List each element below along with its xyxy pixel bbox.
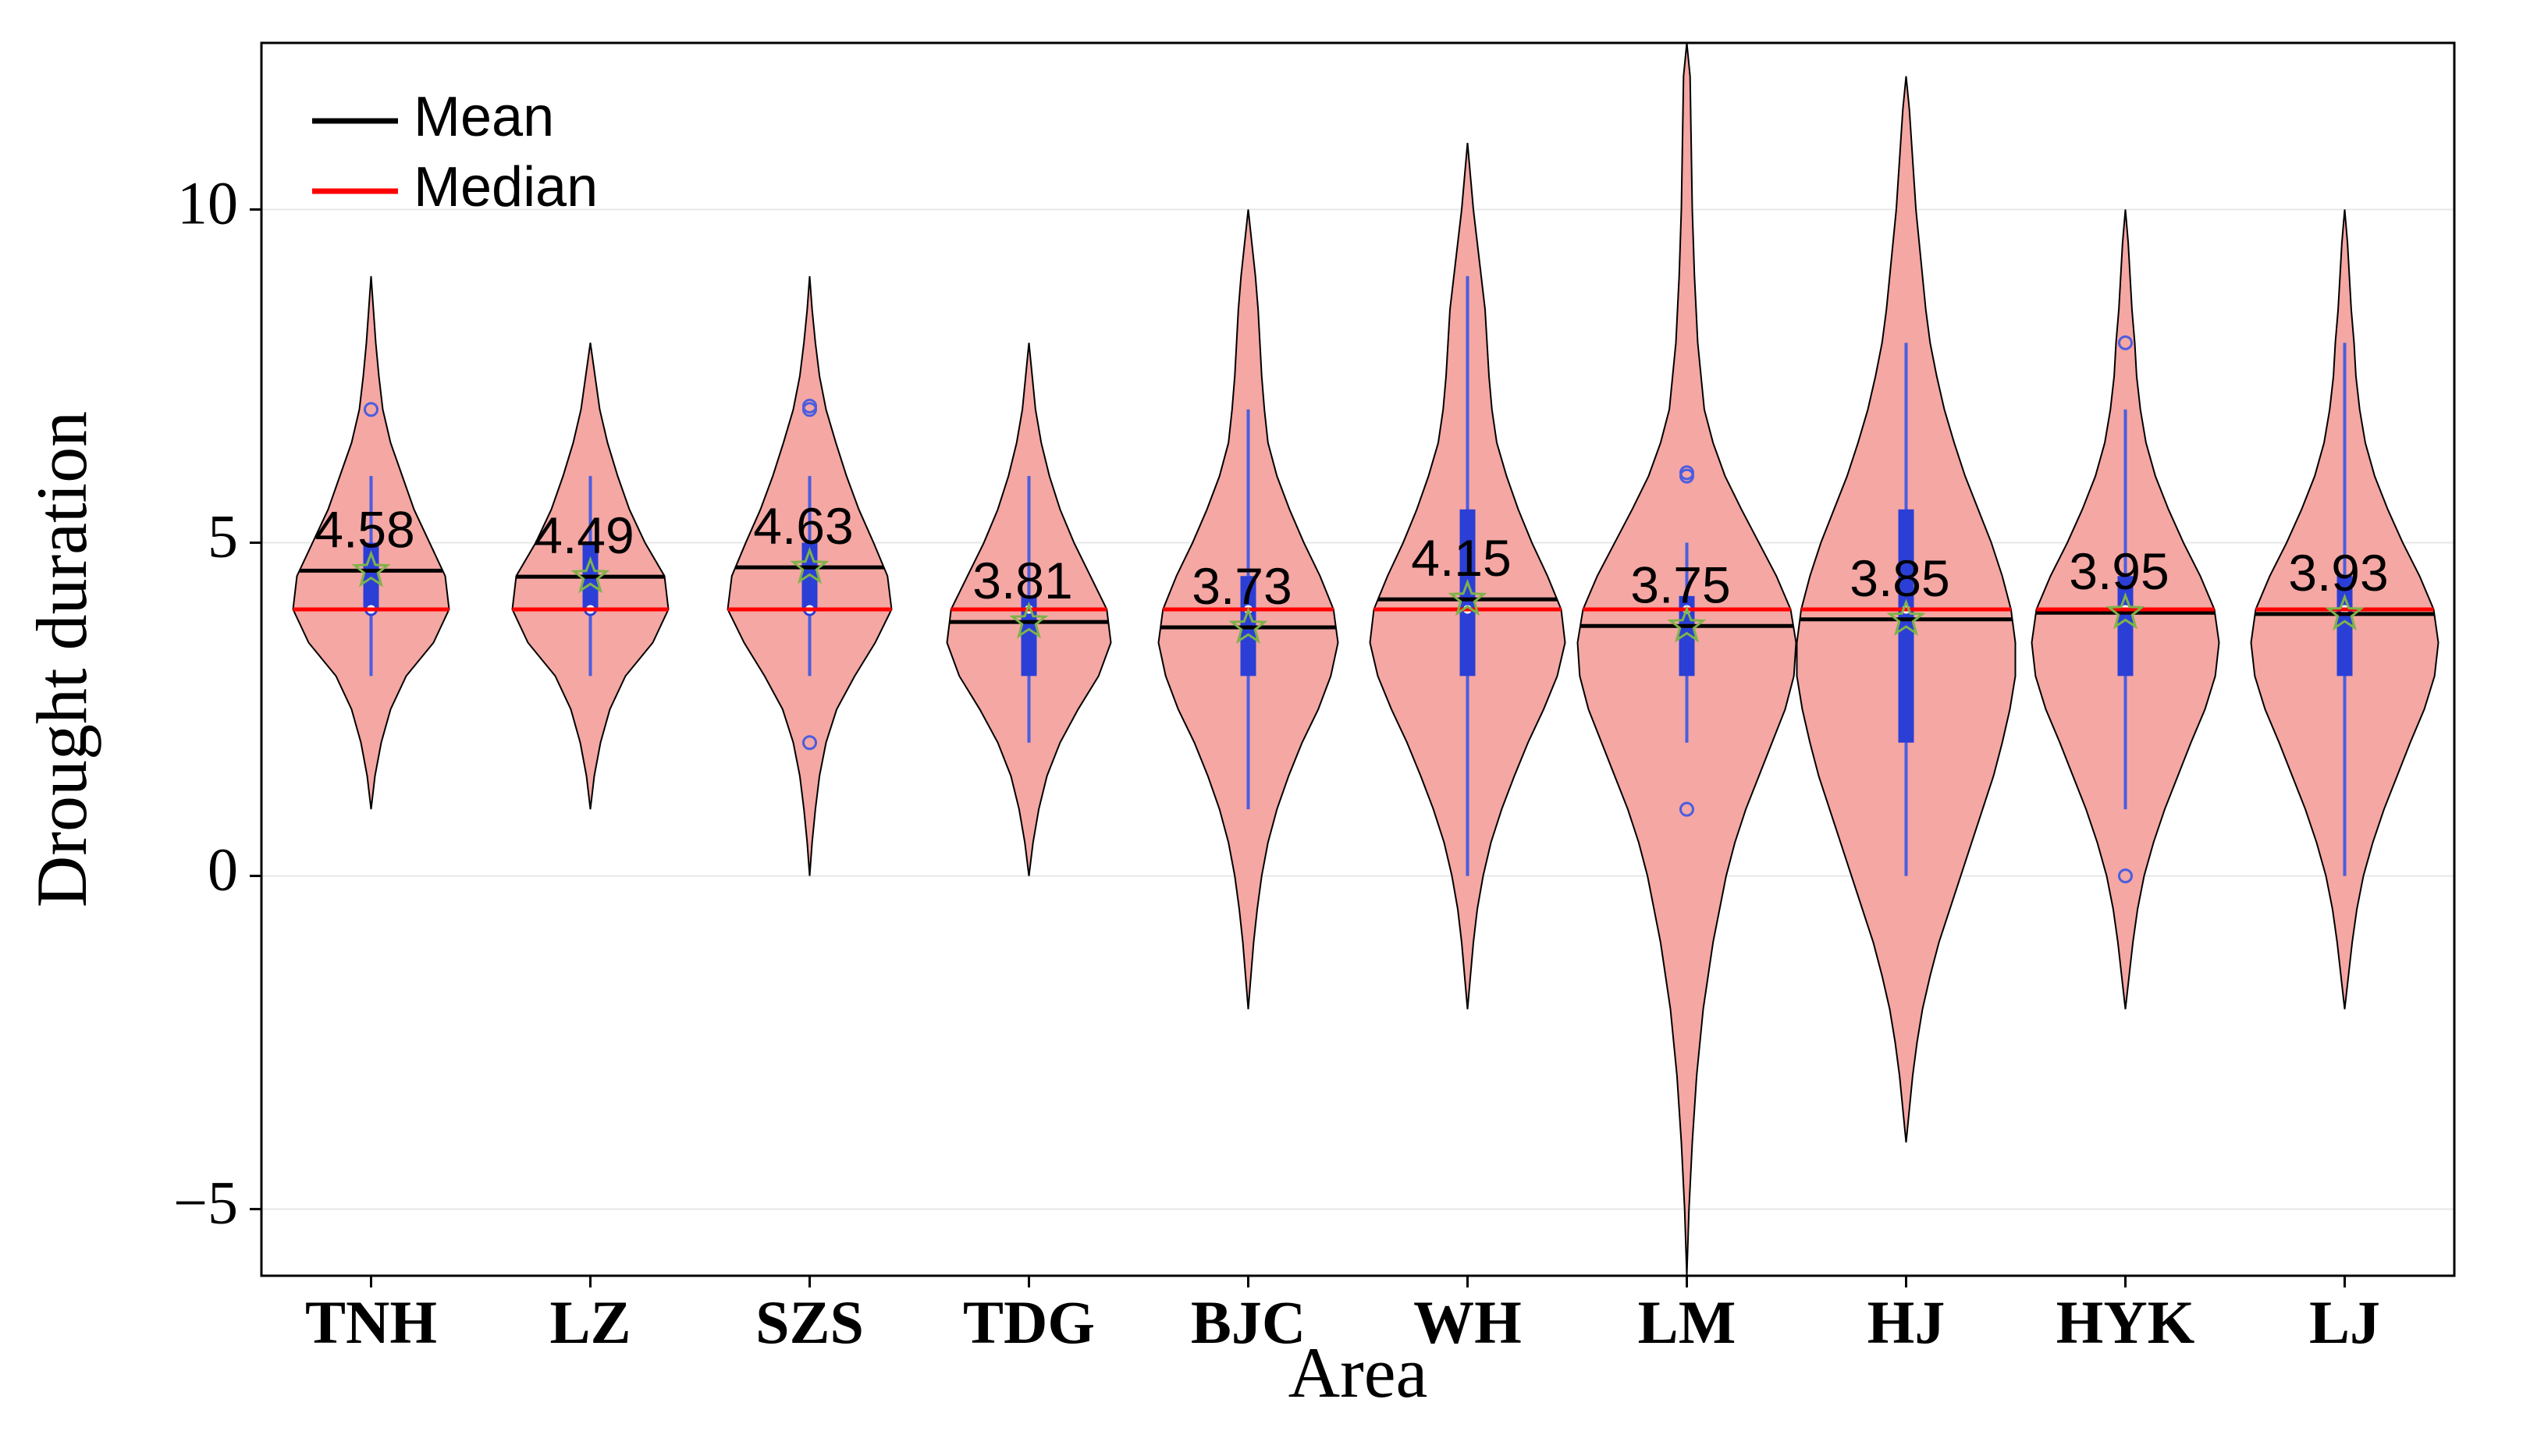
xtick-label: WH <box>1413 1288 1522 1356</box>
xtick-label: LZ <box>549 1288 631 1356</box>
mean-value-label: 4.49 <box>534 506 634 564</box>
xtick-label: TDG <box>963 1288 1095 1356</box>
ytick-label: 0 <box>208 835 238 903</box>
mean-value-label: 4.15 <box>1411 529 1511 587</box>
mean-value-label: 4.58 <box>314 500 414 558</box>
ytick-label: −5 <box>173 1169 238 1237</box>
xtick-label: LJ <box>2309 1288 2380 1356</box>
xtick-label: SZS <box>755 1288 864 1356</box>
mean-value-label: 3.93 <box>2288 544 2388 602</box>
xtick-label: HYK <box>2056 1288 2195 1356</box>
legend-label: Median <box>414 156 598 218</box>
xtick-label: HJ <box>1867 1288 1946 1356</box>
mean-value-label: 3.73 <box>1192 557 1292 615</box>
violin-chart: −50510TNHLZSZSTDGBJCWHLMHJHYKLJAreaDroug… <box>0 0 2523 1456</box>
mean-value-label: 3.85 <box>1850 549 1949 607</box>
ytick-label: 5 <box>208 502 238 570</box>
xtick-label: TNH <box>305 1288 437 1356</box>
mean-value-label: 3.95 <box>2069 542 2169 600</box>
mean-value-label: 4.63 <box>753 497 853 555</box>
y-axis-label: Drought duration <box>22 411 101 907</box>
ytick-label: 10 <box>177 169 238 236</box>
legend: Mean Median <box>312 86 598 218</box>
x-axis-label: Area <box>1288 1333 1428 1412</box>
mean-value-label: 3.75 <box>1630 556 1730 613</box>
xtick-label: LM <box>1638 1288 1736 1356</box>
mean-value-label: 3.81 <box>972 552 1072 609</box>
chart-svg: −50510TNHLZSZSTDGBJCWHLMHJHYKLJAreaDroug… <box>0 0 2523 1456</box>
legend-label: Mean <box>414 86 554 148</box>
